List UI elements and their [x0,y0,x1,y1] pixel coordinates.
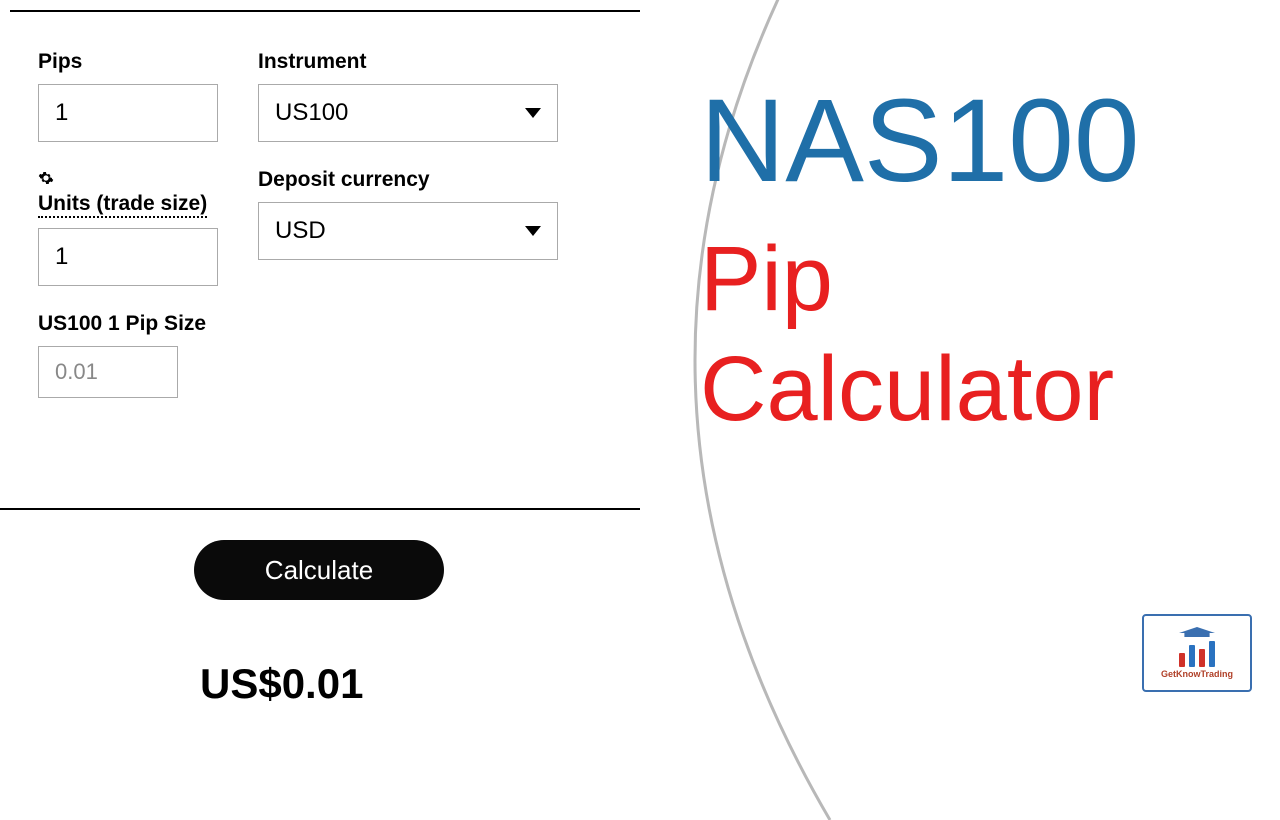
chevron-down-icon [525,108,541,118]
title-line-2: Pip [700,224,1260,334]
select-deposit[interactable]: USD [258,202,558,260]
field-deposit: Deposit currency USD [258,168,558,286]
field-pipsize: US100 1 Pip Size 0.01 [38,312,206,398]
calculate-button[interactable]: Calculate [194,540,444,600]
label-pipsize: US100 1 Pip Size [38,312,206,336]
label-units-text: Units (trade size) [38,192,207,218]
input-pips[interactable]: 1 [38,84,218,142]
chevron-down-icon [525,226,541,236]
bars-icon [1179,639,1215,667]
logo-text: GetKnowTrading [1161,669,1233,679]
row-3: US100 1 Pip Size 0.01 [38,312,618,398]
value-pips: 1 [55,99,68,127]
title-line-1: NAS100 [700,80,1260,204]
row-1: Pips 1 Instrument US100 [38,50,618,142]
label-deposit: Deposit currency [258,168,558,192]
label-pips: Pips [38,50,218,74]
select-instrument[interactable]: US100 [258,84,558,142]
result-value: US$0.01 [200,660,363,708]
row-2: Units (trade size) 1 Deposit currency US… [38,168,618,286]
field-pips: Pips 1 [38,50,218,142]
calculate-button-label: Calculate [265,555,373,586]
top-rule [10,10,640,16]
title-line-3: Calculator [700,334,1260,444]
brand-logo: GetKnowTrading [1142,614,1252,692]
field-units: Units (trade size) 1 [38,168,218,286]
label-instrument: Instrument [258,50,558,74]
label-units: Units (trade size) [38,168,218,218]
graduation-cap-icon [1179,627,1215,637]
calculator-panel: Pips 1 Instrument US100 Units (t [0,0,640,720]
input-units[interactable]: 1 [38,228,218,286]
gear-icon [38,168,54,192]
divider [0,508,640,510]
title-panel: NAS100 Pip Calculator [700,80,1260,445]
value-pipsize: 0.01 [55,359,98,385]
field-instrument: Instrument US100 [258,50,558,142]
input-pipsize: 0.01 [38,346,178,398]
form-inner: Pips 1 Instrument US100 Units (t [38,50,618,424]
value-deposit: USD [275,217,326,245]
value-units: 1 [55,243,68,271]
value-instrument: US100 [275,99,348,127]
